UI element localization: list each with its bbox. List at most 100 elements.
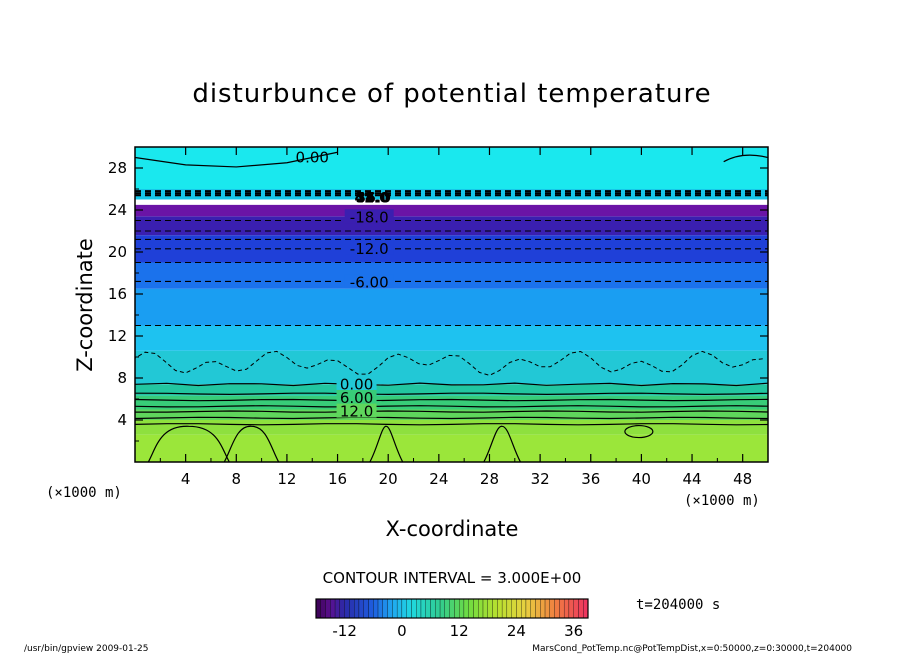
- colorbar-cell-49: [549, 598, 555, 619]
- contour-lines: [135, 151, 768, 462]
- colorbar-frame: [315, 598, 589, 619]
- contour-label-bg-3: [344, 274, 394, 289]
- contour-label-bg-2: [344, 240, 394, 255]
- top-right-contour: [723, 154, 768, 163]
- band-0: [135, 434, 768, 462]
- colorbar-cell-28: [449, 598, 455, 619]
- colorbar-cell-41: [511, 598, 517, 619]
- colorbar-cell-53: [568, 598, 574, 619]
- colorbar-cell-13: [377, 598, 383, 619]
- y-tick-label-5: 24: [108, 201, 127, 219]
- plume-contour-0: [147, 425, 230, 462]
- colorbar-cell-33: [473, 598, 479, 619]
- colorbar-cell-52: [563, 598, 570, 619]
- overlap-contour-label-1: 48.0: [355, 190, 390, 206]
- colorbar-cell-17: [396, 598, 403, 619]
- plume-contour-2: [369, 425, 404, 462]
- contour-label-1: -18.0: [350, 208, 389, 226]
- footer-right: MarsCond_PotTemp.nc@PotTempDist,x=0:5000…: [532, 644, 852, 654]
- colorbar-cell-36: [487, 598, 493, 619]
- chart-title: disturbunce of potential temperature: [192, 79, 711, 109]
- band-12: [135, 199, 768, 205]
- colorbar-cell-2: [325, 598, 331, 619]
- y-tick-label-3: 16: [108, 285, 127, 303]
- contour-label-bg-1: [344, 209, 394, 224]
- band-7: [135, 288, 768, 326]
- colorbar-cell-18: [401, 598, 407, 619]
- colorbar-cell-11: [368, 598, 374, 619]
- x-tick-label-10: 44: [682, 470, 701, 488]
- colorbar-cell-3: [330, 598, 336, 619]
- colorbar-cell-26: [439, 598, 445, 619]
- x-tick-label-7: 32: [531, 470, 550, 488]
- colorbar-tick-label-3: 24: [507, 622, 526, 640]
- contour-label-2: -12.0: [350, 240, 389, 258]
- colorbar-cell-23: [425, 598, 431, 619]
- colorbar-cell-32: [468, 598, 474, 619]
- colorbar-tick-label-4: 36: [564, 622, 583, 640]
- solid-contour-2: [135, 398, 768, 402]
- colorbar-cell-37: [492, 598, 498, 619]
- x-tick-label-2: 12: [277, 470, 296, 488]
- colorbar-cell-7: [349, 598, 355, 619]
- colorbar-cell-42: [516, 598, 522, 619]
- colorbar-cell-38: [497, 598, 503, 619]
- y-axis-label: Z-coordinate: [73, 238, 97, 372]
- plot-frame: [134, 146, 769, 463]
- colorbar-tick-label-1: 0: [397, 622, 407, 640]
- colorbar-cell-31: [463, 598, 469, 619]
- colorbar-cell-0: [315, 598, 321, 619]
- x-tick-label-6: 28: [480, 470, 499, 488]
- colorbar-cell-45: [530, 598, 536, 619]
- band-6: [135, 325, 768, 351]
- solid-contour-1: [135, 392, 768, 396]
- colorbar-cell-35: [482, 598, 488, 619]
- colorbar-cell-51: [559, 598, 565, 619]
- colorbar-cell-44: [525, 598, 531, 619]
- colorbar-cell-24: [430, 598, 436, 619]
- colorbar-cell-30: [459, 598, 465, 619]
- colorbar-cell-9: [358, 598, 364, 619]
- colorbar: [315, 598, 589, 619]
- colorbar-tick-label-0: -12: [332, 622, 357, 640]
- colorbar-cell-16: [392, 598, 398, 619]
- contour-label-bg-5: [336, 389, 377, 404]
- colorbar-cell-22: [420, 598, 426, 619]
- contour-label-bg-6: [336, 403, 377, 418]
- colorbar-cell-19: [406, 598, 412, 619]
- solid-contour-3: [135, 405, 768, 408]
- band-5: [135, 350, 768, 385]
- colorbar-cell-25: [435, 598, 441, 619]
- colorbar-cell-46: [535, 598, 541, 619]
- colorbar-cell-20: [411, 598, 417, 619]
- band-11: [135, 204, 768, 217]
- x-tick-label-9: 40: [632, 470, 651, 488]
- colorbar-cell-27: [444, 598, 450, 619]
- x-tick-label-5: 24: [429, 470, 448, 488]
- colorbar-cell-43: [521, 598, 527, 619]
- dashed-contour-wavy: [135, 350, 763, 376]
- colorbar-cell-5: [339, 598, 345, 619]
- y-tick-label-0: 4: [117, 411, 127, 429]
- colorbar-cell-50: [554, 598, 560, 619]
- band-1: [135, 420, 768, 435]
- band-3: [135, 395, 768, 410]
- solid-contour-0: [135, 382, 768, 387]
- band-10: [135, 216, 768, 236]
- footer-left: /usr/bin/gpview 2009-01-25: [24, 644, 148, 654]
- colorbar-cell-40: [506, 598, 512, 619]
- y-tick-label-2: 12: [108, 327, 127, 345]
- y-tick-label-4: 20: [108, 243, 127, 261]
- contour-label-0: 0.00: [296, 149, 329, 167]
- colorbar-cell-8: [354, 598, 360, 619]
- band-13: [135, 189, 768, 200]
- contour-interval-label: CONTOUR INTERVAL = 3.000E+00: [323, 569, 582, 587]
- colorbar-cell-10: [363, 598, 369, 619]
- band-4: [135, 384, 768, 396]
- overlap-contour-label-0: 42.0: [354, 190, 389, 206]
- x-tick-label-4: 20: [379, 470, 398, 488]
- colorbar-cell-39: [501, 598, 508, 619]
- overlap-contour-label-3: 36.0: [356, 190, 391, 206]
- x-unit-left: (×1000 m): [46, 485, 122, 501]
